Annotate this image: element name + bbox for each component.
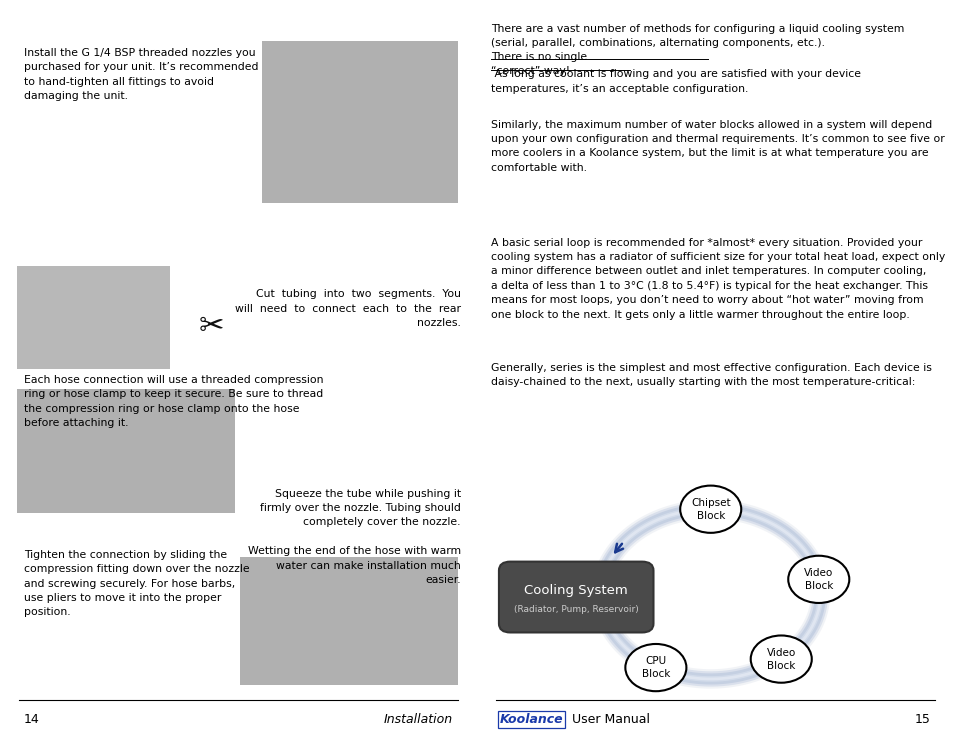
Text: User Manual: User Manual <box>572 713 650 726</box>
Text: Tighten the connection by sliding the
compression fitting down over the nozzle
a: Tighten the connection by sliding the co… <box>24 550 250 618</box>
Text: Koolance: Koolance <box>499 713 563 726</box>
Text: ✂: ✂ <box>199 312 224 342</box>
Text: There is no single
“correct” way!: There is no single “correct” way! <box>491 52 587 76</box>
FancyBboxPatch shape <box>498 562 653 632</box>
FancyBboxPatch shape <box>240 557 457 685</box>
Text: 14: 14 <box>24 713 40 726</box>
Text: A basic serial loop is recommended for *almost* every situation. Provided your
c: A basic serial loop is recommended for *… <box>491 238 944 320</box>
Text: 15: 15 <box>913 713 929 726</box>
Circle shape <box>787 556 848 603</box>
Text: Squeeze the tube while pushing it
firmly over the nozzle. Tubing should
complete: Squeeze the tube while pushing it firmly… <box>248 489 460 585</box>
Text: There are a vast number of methods for configuring a liquid cooling system
(seri: There are a vast number of methods for c… <box>491 24 903 48</box>
Text: Install the G 1/4 BSP threaded nozzles you
purchased for your unit. It’s recomme: Install the G 1/4 BSP threaded nozzles y… <box>24 48 258 101</box>
Text: (Radiator, Pump, Reservoir): (Radiator, Pump, Reservoir) <box>514 604 638 614</box>
Text: Generally, series is the simplest and most effective configuration. Each device : Generally, series is the simplest and mo… <box>491 363 931 387</box>
Text: Chipset
Block: Chipset Block <box>690 497 730 521</box>
FancyBboxPatch shape <box>17 389 234 513</box>
Text: Cut  tubing  into  two  segments.  You
will  need  to  connect  each  to  the  r: Cut tubing into two segments. You will n… <box>234 289 460 328</box>
Text: Each hose connection will use a threaded compression
ring or hose clamp to keep : Each hose connection will use a threaded… <box>24 375 323 428</box>
Circle shape <box>679 486 740 533</box>
Text: Video
Block: Video Block <box>803 568 833 591</box>
Circle shape <box>750 635 811 683</box>
FancyBboxPatch shape <box>17 266 170 369</box>
Text: Installation: Installation <box>384 713 453 726</box>
Text: Similarly, the maximum number of water blocks allowed in a system will depend
up: Similarly, the maximum number of water b… <box>491 120 944 173</box>
Text: CPU
Block: CPU Block <box>641 656 669 679</box>
Text: Cooling System: Cooling System <box>524 584 627 596</box>
FancyBboxPatch shape <box>262 41 457 203</box>
Text: As long as coolant is flowing and you are satisfied with your device
temperature: As long as coolant is flowing and you ar… <box>491 69 861 94</box>
Circle shape <box>624 644 685 692</box>
Text: Video
Block: Video Block <box>766 647 795 671</box>
